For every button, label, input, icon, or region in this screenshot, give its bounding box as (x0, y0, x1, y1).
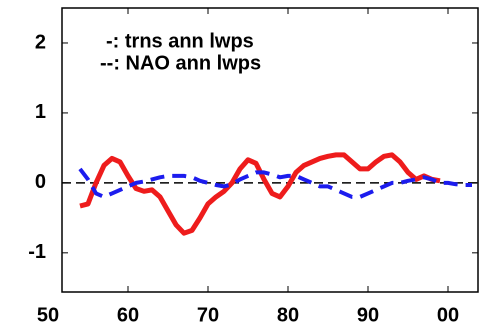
x-tick-label: 60 (117, 304, 139, 326)
y-tick-label: 2 (35, 31, 46, 53)
x-tick-label: 80 (277, 304, 299, 326)
x-tick-label: 70 (197, 304, 219, 326)
x-tick-label: 50 (37, 304, 59, 326)
x-tick-label: 00 (437, 304, 459, 326)
legend-label: --: NAO ann lwps (100, 52, 261, 74)
legend-label: -: trns ann lwps (106, 30, 254, 52)
y-tick-label: 1 (35, 101, 46, 123)
y-tick-label: -1 (28, 241, 46, 263)
x-tick-label: 90 (357, 304, 379, 326)
plot-frame (61, 7, 479, 293)
series-line (79, 152, 441, 236)
series-line (78, 167, 472, 199)
y-tick-label: 0 (35, 171, 46, 193)
